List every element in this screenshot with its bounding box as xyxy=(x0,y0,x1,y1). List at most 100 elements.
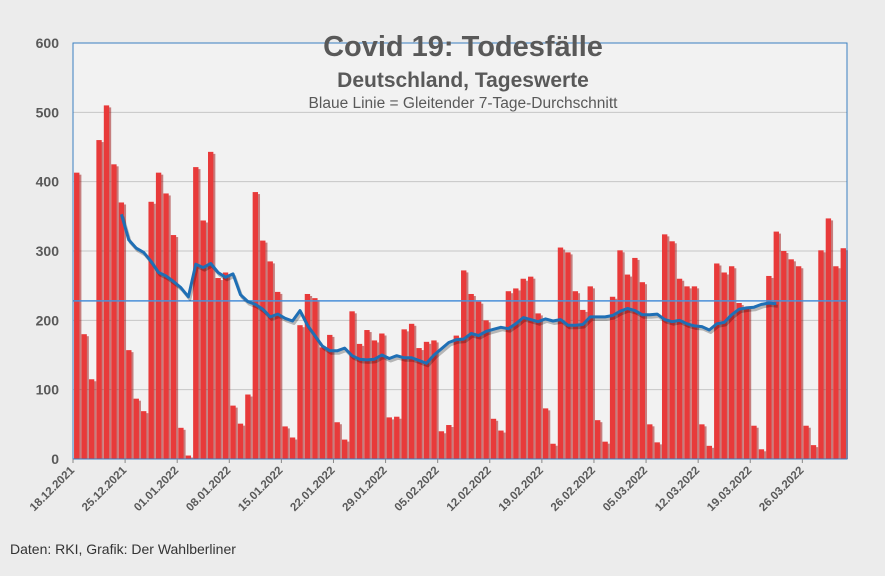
bar xyxy=(133,398,139,459)
source-credit: Daten: RKI, Grafik: Der Wahlberliner xyxy=(10,541,236,557)
bar xyxy=(483,320,489,459)
bar xyxy=(364,330,370,459)
bar xyxy=(118,202,125,459)
bar xyxy=(297,325,303,459)
bar xyxy=(781,251,787,459)
bar xyxy=(773,231,779,459)
bar xyxy=(699,424,705,459)
bar xyxy=(267,261,273,459)
bar xyxy=(803,425,809,459)
bar xyxy=(498,430,504,459)
bar xyxy=(356,343,363,459)
bar xyxy=(155,172,162,460)
title-box: Covid 19: Todesfälle Deutschland, Tagesw… xyxy=(290,28,636,118)
x-tick-label: 08.01.2022 xyxy=(184,465,233,514)
bar xyxy=(758,449,765,459)
bar xyxy=(334,422,340,459)
x-tick-label: 15.01.2022 xyxy=(236,465,285,514)
bar xyxy=(676,278,683,459)
x-tick-label: 26.02.2022 xyxy=(549,465,598,514)
bar xyxy=(178,427,184,459)
bar xyxy=(743,307,750,459)
bar xyxy=(475,301,482,459)
chart-note: Blaue Linie = Gleitender 7-Tage-Durchsch… xyxy=(308,95,618,112)
x-tick-label: 05.02.2022 xyxy=(393,465,442,514)
bar xyxy=(535,313,541,459)
bar xyxy=(193,167,199,459)
x-tick-label: 19.03.2022 xyxy=(705,465,754,514)
x-tick-label: 22.01.2022 xyxy=(288,465,337,514)
bar xyxy=(148,201,154,460)
bar xyxy=(468,293,474,459)
bar xyxy=(185,455,192,459)
x-tick-label: 12.03.2022 xyxy=(653,465,702,514)
bar xyxy=(550,443,556,459)
bar xyxy=(587,286,593,459)
bar xyxy=(341,439,348,459)
x-tick-label: 12.02.2022 xyxy=(445,465,494,514)
bar xyxy=(304,293,311,459)
bar xyxy=(423,341,430,459)
bar xyxy=(632,257,638,459)
bar xyxy=(222,272,229,459)
bar xyxy=(141,411,147,459)
bar xyxy=(520,278,526,459)
bar xyxy=(654,442,660,459)
bar xyxy=(505,291,512,459)
bar xyxy=(795,266,802,459)
bar xyxy=(237,423,244,459)
bar xyxy=(230,405,236,459)
bar xyxy=(379,333,385,459)
bar xyxy=(565,252,571,459)
bar xyxy=(319,347,325,459)
bar xyxy=(714,263,720,459)
bar xyxy=(260,240,266,459)
x-tick-label: 29.01.2022 xyxy=(341,465,390,514)
bar xyxy=(669,241,675,459)
bar xyxy=(215,278,221,459)
bar xyxy=(572,291,579,459)
bar xyxy=(252,192,259,460)
bar xyxy=(103,105,110,460)
bar xyxy=(96,140,102,460)
x-tick-label: 05.03.2022 xyxy=(601,465,650,514)
bar xyxy=(825,218,832,459)
bar xyxy=(170,235,177,459)
bar xyxy=(386,417,392,459)
bar xyxy=(200,220,206,459)
bar xyxy=(818,250,824,459)
bar xyxy=(438,431,445,459)
bar xyxy=(401,329,407,459)
bar xyxy=(490,418,497,459)
bar xyxy=(788,259,794,459)
bar xyxy=(74,172,80,460)
bar xyxy=(840,248,846,459)
y-tick-label: 0 xyxy=(51,451,59,467)
bar xyxy=(327,334,333,459)
bar xyxy=(245,394,251,459)
x-tick-label: 26.03.2022 xyxy=(757,465,806,514)
bar xyxy=(736,303,742,459)
chart-title: Covid 19: Todesfälle xyxy=(323,31,603,63)
chart-subtitle: Deutschland, Tageswerte xyxy=(337,69,589,92)
bar xyxy=(624,274,631,459)
bar xyxy=(580,309,586,459)
bar xyxy=(557,247,564,459)
bar xyxy=(609,296,616,459)
x-tick-label: 25.12.2021 xyxy=(80,464,130,514)
bar xyxy=(312,298,318,459)
x-tick-label: 18.12.2021 xyxy=(28,464,78,514)
bar xyxy=(691,286,698,459)
y-tick-label: 600 xyxy=(36,35,60,51)
bar xyxy=(602,441,608,459)
bar xyxy=(706,445,712,459)
bar xyxy=(446,425,452,459)
bar xyxy=(274,291,281,459)
bar xyxy=(661,234,668,459)
bar xyxy=(639,282,646,459)
bar xyxy=(81,334,87,459)
bar xyxy=(461,270,467,459)
bar xyxy=(453,335,459,459)
